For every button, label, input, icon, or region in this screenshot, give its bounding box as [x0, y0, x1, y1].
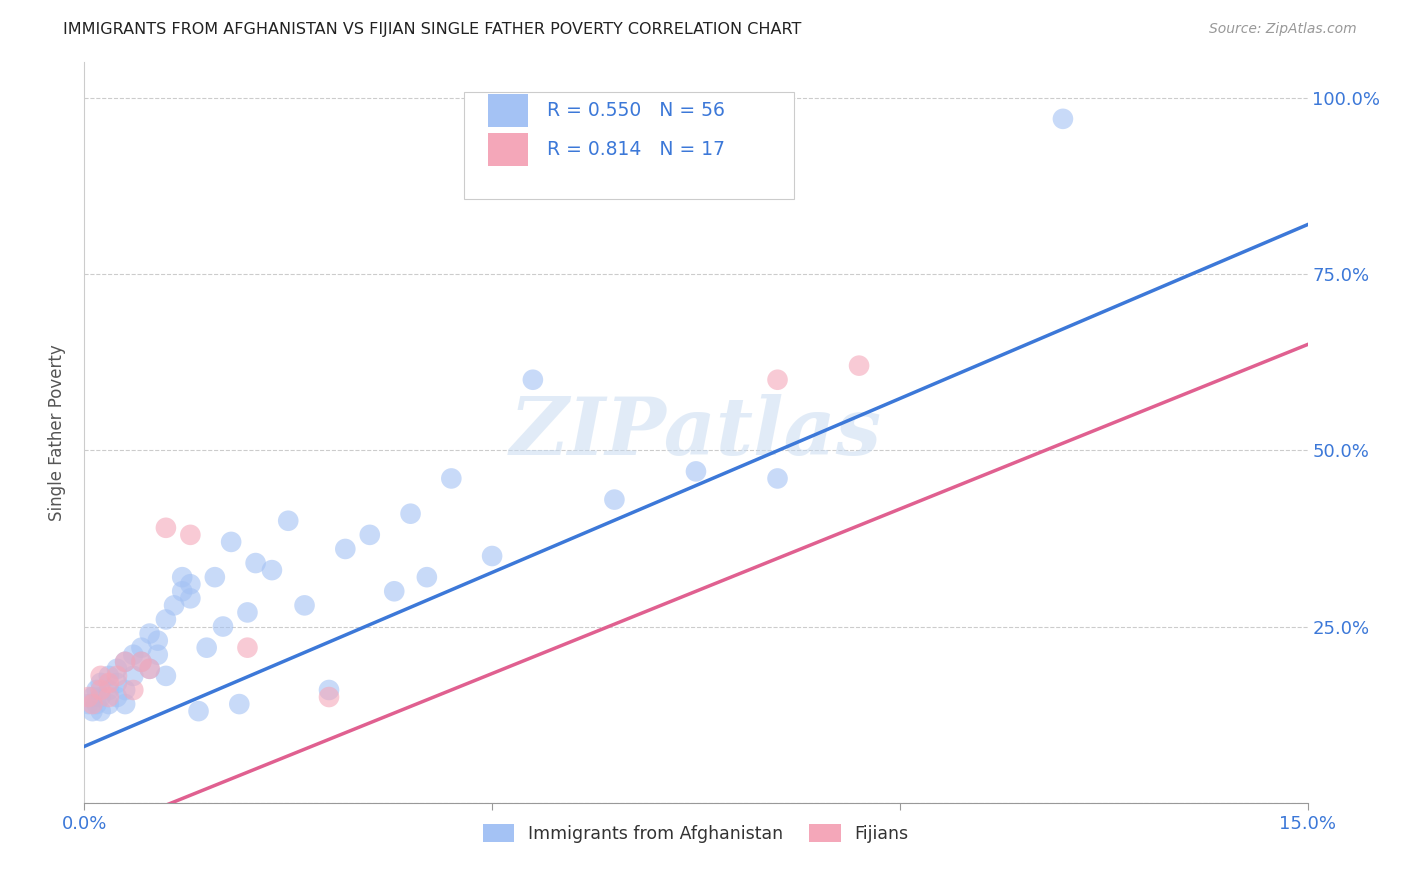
Point — [155, 669, 177, 683]
Point — [86, 683, 108, 698]
Point — [114, 655, 136, 669]
Bar — [488, 133, 529, 166]
Point — [105, 662, 128, 676]
Point — [77, 697, 100, 711]
Point — [294, 599, 316, 613]
Point — [318, 683, 340, 698]
Point — [172, 570, 194, 584]
Point — [236, 606, 259, 620]
Text: R = 0.814   N = 17: R = 0.814 N = 17 — [547, 140, 724, 159]
Point — [179, 591, 201, 606]
Point — [90, 669, 112, 683]
Point — [122, 683, 145, 698]
Point — [335, 541, 357, 556]
Point — [82, 704, 104, 718]
Point — [212, 619, 235, 633]
Point — [187, 704, 209, 718]
Point — [97, 690, 120, 704]
Text: Source: ZipAtlas.com: Source: ZipAtlas.com — [1209, 22, 1357, 37]
Point — [766, 471, 789, 485]
Point — [90, 676, 112, 690]
Point — [766, 373, 789, 387]
Point — [86, 697, 108, 711]
Point — [90, 704, 112, 718]
Text: ZIPatlas: ZIPatlas — [510, 394, 882, 471]
Text: R = 0.550   N = 56: R = 0.550 N = 56 — [547, 101, 724, 120]
Point — [481, 549, 503, 563]
Bar — [488, 94, 529, 127]
Point — [685, 464, 707, 478]
Point — [97, 669, 120, 683]
Point — [440, 471, 463, 485]
Point — [399, 507, 422, 521]
Point — [90, 683, 112, 698]
Point — [260, 563, 283, 577]
Point — [603, 492, 626, 507]
Point — [97, 683, 120, 698]
Point — [277, 514, 299, 528]
Point — [155, 521, 177, 535]
Point — [90, 690, 112, 704]
Point — [97, 697, 120, 711]
Point — [179, 528, 201, 542]
Point — [131, 640, 153, 655]
Point — [131, 655, 153, 669]
Point — [359, 528, 381, 542]
Point — [195, 640, 218, 655]
Point — [172, 584, 194, 599]
Point — [163, 599, 186, 613]
Point — [236, 640, 259, 655]
Point — [146, 648, 169, 662]
Point — [114, 697, 136, 711]
Point — [122, 669, 145, 683]
Point — [245, 556, 267, 570]
Point — [122, 648, 145, 662]
Point — [382, 584, 405, 599]
Point — [1052, 112, 1074, 126]
Point — [114, 683, 136, 698]
Point — [522, 373, 544, 387]
Point — [138, 662, 160, 676]
Point — [318, 690, 340, 704]
Point — [97, 676, 120, 690]
Point — [848, 359, 870, 373]
Point — [179, 577, 201, 591]
Point — [105, 676, 128, 690]
Point — [146, 633, 169, 648]
Point — [105, 690, 128, 704]
FancyBboxPatch shape — [464, 92, 794, 200]
Point — [138, 626, 160, 640]
Point — [131, 655, 153, 669]
Point — [155, 612, 177, 626]
Point — [416, 570, 439, 584]
Point — [219, 535, 242, 549]
Point — [138, 662, 160, 676]
Point — [82, 690, 104, 704]
Point — [77, 690, 100, 704]
Point — [82, 697, 104, 711]
Point — [228, 697, 250, 711]
Y-axis label: Single Father Poverty: Single Father Poverty — [48, 344, 66, 521]
Point — [114, 655, 136, 669]
Legend: Immigrants from Afghanistan, Fijians: Immigrants from Afghanistan, Fijians — [477, 817, 915, 850]
Point — [204, 570, 226, 584]
Text: IMMIGRANTS FROM AFGHANISTAN VS FIJIAN SINGLE FATHER POVERTY CORRELATION CHART: IMMIGRANTS FROM AFGHANISTAN VS FIJIAN SI… — [63, 22, 801, 37]
Point — [105, 669, 128, 683]
